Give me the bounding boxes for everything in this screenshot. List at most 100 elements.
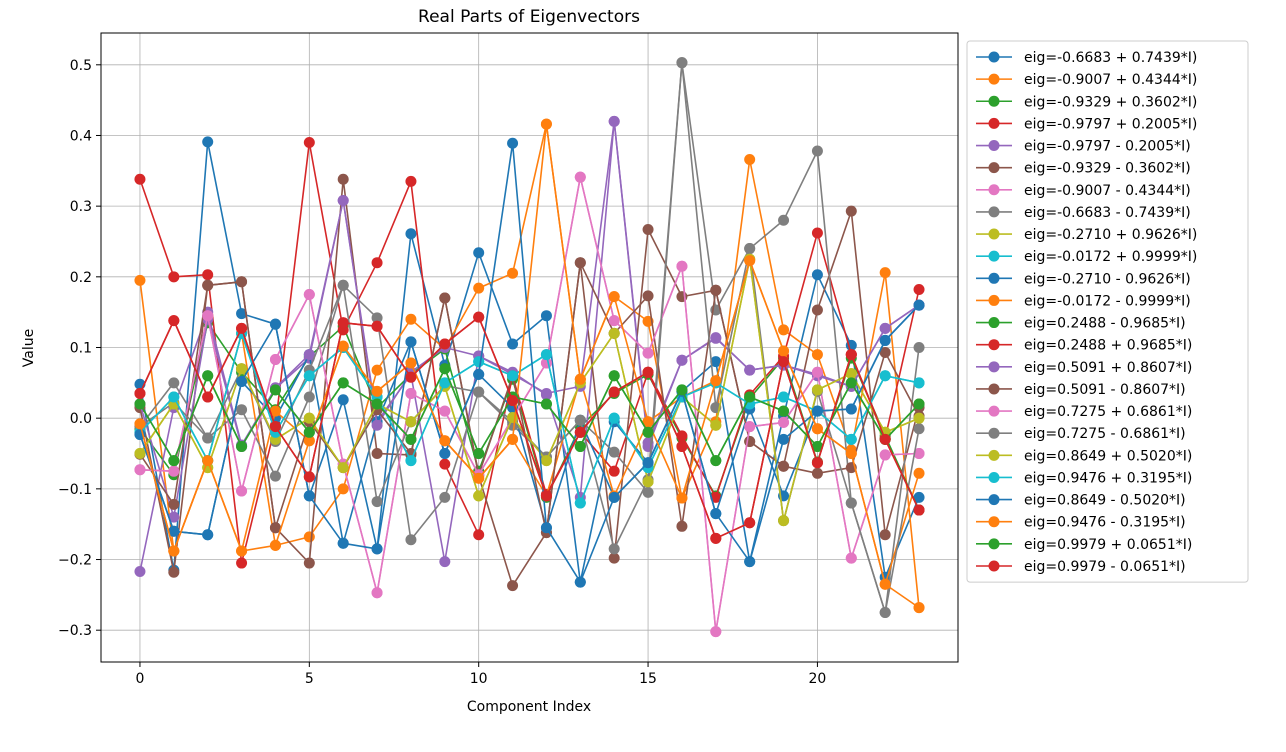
series-line bbox=[139, 123, 920, 609]
data-point bbox=[134, 398, 146, 410]
data-point bbox=[507, 580, 519, 592]
legend-marker bbox=[988, 272, 1000, 284]
data-point bbox=[236, 322, 248, 334]
data-point bbox=[608, 386, 620, 398]
data-point bbox=[574, 440, 586, 452]
data-point bbox=[405, 371, 417, 383]
data-point bbox=[439, 435, 451, 447]
series bbox=[134, 363, 925, 467]
legend-marker bbox=[988, 427, 1000, 439]
legend-item: eig=-0.9797 + 0.2005*I) bbox=[976, 116, 1197, 132]
data-point bbox=[236, 485, 248, 497]
data-point bbox=[710, 356, 722, 368]
data-point bbox=[371, 385, 383, 397]
data-point bbox=[710, 375, 722, 387]
legend-item: eig=-0.9007 + 0.4344*I) bbox=[976, 72, 1197, 88]
legend-item: eig=-0.9797 - 0.2005*I) bbox=[976, 139, 1191, 155]
data-point bbox=[202, 455, 214, 467]
data-point bbox=[371, 587, 383, 599]
data-point bbox=[202, 432, 214, 444]
legend-marker bbox=[988, 449, 1000, 461]
data-point bbox=[710, 419, 722, 431]
data-point bbox=[337, 394, 349, 406]
data-point bbox=[202, 279, 214, 291]
data-point bbox=[710, 508, 722, 520]
legend-item: eig=0.8649 - 0.5020*I) bbox=[976, 493, 1186, 509]
data-point bbox=[405, 313, 417, 325]
data-point bbox=[134, 387, 146, 399]
data-point bbox=[608, 543, 620, 555]
data-point bbox=[778, 416, 790, 428]
data-point bbox=[811, 227, 823, 239]
legend-label: eig=0.7275 + 0.6861*I) bbox=[1024, 404, 1192, 420]
legend-label: eig=0.2488 - 0.9685*I) bbox=[1024, 316, 1186, 332]
data-point bbox=[473, 368, 485, 380]
data-point bbox=[710, 626, 722, 638]
legend-item: eig=0.2488 + 0.9685*I) bbox=[976, 338, 1192, 354]
data-point bbox=[303, 531, 315, 543]
data-point bbox=[507, 395, 519, 407]
legend-marker bbox=[988, 494, 1000, 506]
legend-marker bbox=[988, 294, 1000, 306]
data-point bbox=[202, 391, 214, 403]
data-point bbox=[811, 366, 823, 378]
y-tick-label: −0.2 bbox=[58, 553, 92, 569]
data-point bbox=[168, 525, 180, 537]
data-point bbox=[405, 175, 417, 187]
data-point bbox=[202, 529, 214, 541]
data-point bbox=[913, 284, 925, 296]
legend-item: eig=0.7275 + 0.6861*I) bbox=[976, 404, 1192, 420]
data-point bbox=[811, 440, 823, 452]
data-point bbox=[168, 455, 180, 467]
data-point bbox=[608, 315, 620, 327]
data-point bbox=[236, 557, 248, 569]
data-point bbox=[811, 304, 823, 316]
data-point bbox=[371, 320, 383, 332]
legend-label: eig=0.9476 + 0.3195*I) bbox=[1024, 470, 1192, 486]
legend-item: eig=0.5091 - 0.8607*I) bbox=[976, 382, 1186, 398]
legend-label: eig=-0.9797 + 0.2005*I) bbox=[1024, 116, 1197, 132]
data-point bbox=[710, 284, 722, 296]
data-point bbox=[134, 418, 146, 430]
data-point bbox=[540, 387, 552, 399]
data-point bbox=[676, 520, 688, 532]
x-tick-label: 10 bbox=[470, 671, 488, 687]
data-point bbox=[405, 534, 417, 546]
data-point bbox=[913, 448, 925, 460]
legend-item: eig=-0.6683 - 0.7439*I) bbox=[976, 205, 1191, 221]
data-point bbox=[642, 223, 654, 235]
series bbox=[134, 118, 925, 614]
y-tick-label: 0.1 bbox=[70, 341, 92, 357]
data-point bbox=[439, 363, 451, 375]
data-point bbox=[879, 449, 891, 461]
data-point bbox=[269, 405, 281, 417]
legend-marker bbox=[988, 250, 1000, 262]
series-line bbox=[139, 176, 920, 633]
data-point bbox=[303, 391, 315, 403]
legend-item: eig=-0.9329 - 0.3602*I) bbox=[976, 161, 1191, 177]
data-point bbox=[642, 347, 654, 359]
data-point bbox=[168, 511, 180, 523]
data-point bbox=[134, 448, 146, 460]
y-tick-label: 0.0 bbox=[70, 411, 92, 427]
legend-label: eig=0.7275 - 0.6861*I) bbox=[1024, 426, 1186, 442]
legend-item: eig=0.8649 + 0.5020*I) bbox=[976, 448, 1192, 464]
data-point bbox=[879, 346, 891, 358]
data-point bbox=[811, 467, 823, 479]
data-point bbox=[473, 247, 485, 259]
data-point bbox=[608, 291, 620, 303]
data-point bbox=[507, 338, 519, 350]
legend-label: eig=-0.9329 - 0.3602*I) bbox=[1024, 161, 1191, 177]
data-point bbox=[778, 391, 790, 403]
data-point bbox=[405, 416, 417, 428]
data-point bbox=[608, 412, 620, 424]
data-point bbox=[405, 433, 417, 445]
data-point bbox=[202, 310, 214, 322]
data-point bbox=[405, 455, 417, 467]
data-point bbox=[913, 423, 925, 435]
data-point bbox=[371, 364, 383, 376]
legend-item: eig=-0.9007 - 0.4344*I) bbox=[976, 183, 1191, 199]
data-point bbox=[540, 398, 552, 410]
data-point bbox=[371, 257, 383, 269]
